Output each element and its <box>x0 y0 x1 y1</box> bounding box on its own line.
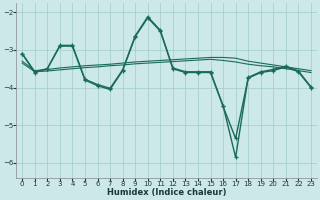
X-axis label: Humidex (Indice chaleur): Humidex (Indice chaleur) <box>107 188 226 197</box>
